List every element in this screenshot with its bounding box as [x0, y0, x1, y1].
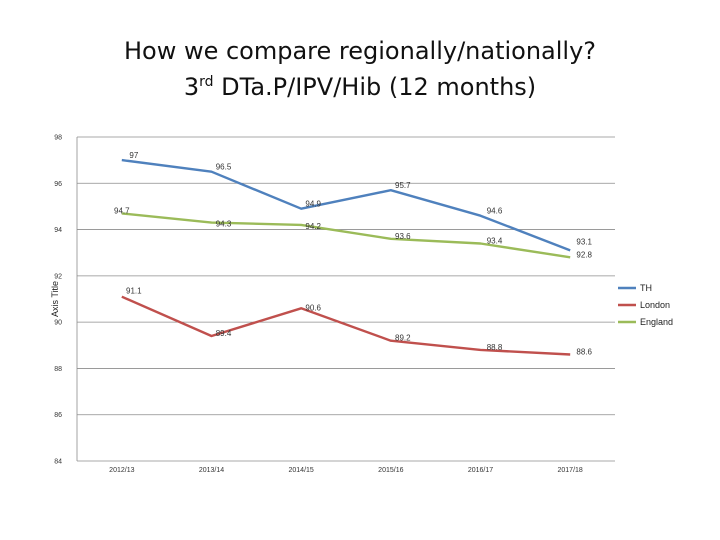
x-tick-label: 2015/16 — [378, 467, 403, 474]
data-label: 93.4 — [487, 236, 503, 245]
y-tick-label: 88 — [54, 366, 62, 373]
title-line-1: How we compare regionally/nationally? — [123, 37, 597, 65]
data-labels: 97 96.5 94.9 95.7 94.6 93.1 91.1 89.4 90.6 89.2 88… — [114, 151, 592, 356]
x-tick-label: 2016/17 — [468, 467, 493, 474]
title-line-2: 3rd DTa.P/IPV/Hib (12 months) — [183, 73, 537, 101]
y-tick-label: 92 — [54, 273, 62, 280]
legend-label-th: TH — [640, 283, 652, 293]
data-label: 92.8 — [576, 250, 592, 259]
data-label: 89.2 — [395, 334, 411, 343]
y-tick-label: 94 — [54, 227, 62, 234]
series-lines — [121, 158, 571, 356]
gridlines — [77, 136, 615, 462]
series-line-london — [121, 295, 571, 356]
data-label: 88.6 — [576, 348, 592, 357]
data-label: 94.9 — [305, 200, 321, 209]
data-label: 93.6 — [395, 232, 411, 241]
data-label: 94.3 — [216, 220, 232, 229]
data-label: 88.8 — [487, 343, 503, 352]
x-tick-label: 2013/14 — [199, 467, 224, 474]
legend: TH London England — [618, 283, 673, 327]
y-tick-label: 84 — [54, 459, 62, 466]
x-tick-label: 2012/13 — [109, 467, 134, 474]
data-label: 90.6 — [305, 303, 321, 312]
slide-title: How we compare regionally/nationally? 3r… — [0, 36, 720, 103]
y-axis-title: Axis Title — [50, 281, 60, 317]
y-tick-label: 86 — [54, 412, 62, 419]
data-label: 89.4 — [216, 329, 232, 338]
series-line-england — [121, 212, 571, 259]
legend-label-england: England — [640, 317, 673, 327]
x-tick-label: 2017/18 — [558, 467, 583, 474]
y-tick-label: 98 — [54, 135, 62, 142]
x-tick-label: 2014/15 — [289, 467, 314, 474]
y-tick-label: 96 — [54, 181, 62, 188]
data-label: 91.1 — [126, 287, 142, 296]
data-label: 94.7 — [114, 206, 130, 215]
y-tick-label: 90 — [54, 320, 62, 327]
data-label: 95.7 — [395, 181, 411, 190]
data-label: 97 — [129, 151, 138, 160]
data-label: 94.6 — [487, 207, 503, 216]
data-label: 94.2 — [305, 222, 321, 231]
legend-label-london: London — [640, 300, 670, 310]
axes: 84 86 88 90 92 94 96 98 2012/13 2013/14 2014/15 201… — [50, 135, 583, 475]
data-label: 93.1 — [576, 237, 592, 246]
series-line-th — [121, 158, 571, 252]
data-label: 96.5 — [216, 163, 232, 172]
